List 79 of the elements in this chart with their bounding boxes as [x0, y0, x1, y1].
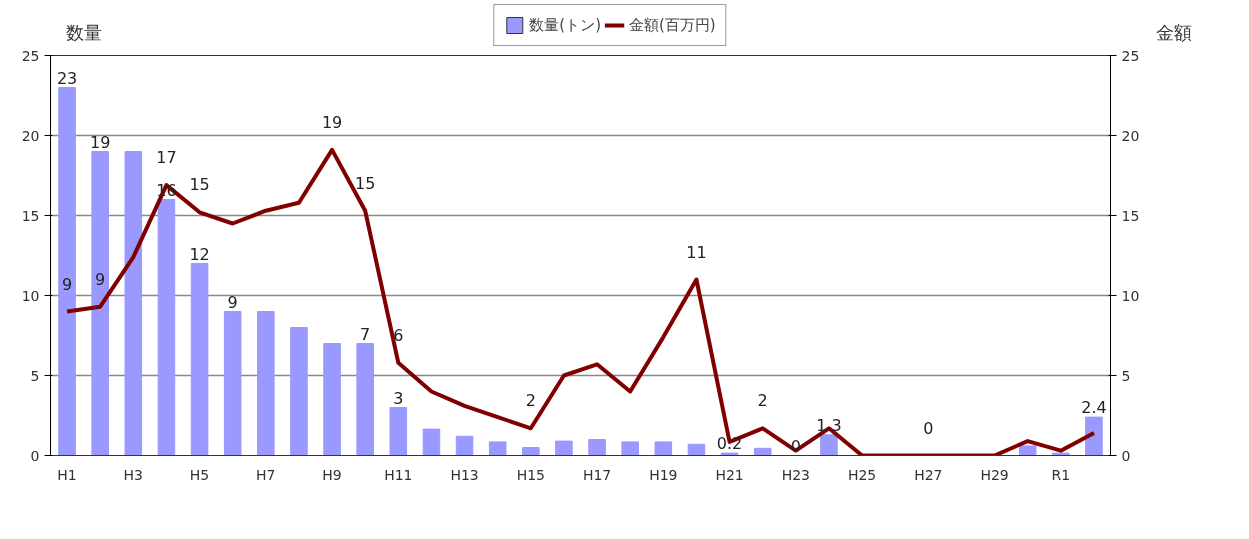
- bar: [257, 311, 275, 456]
- data-label: 9: [95, 269, 106, 289]
- y-tick-label: 25: [21, 47, 40, 64]
- bar: [356, 343, 374, 456]
- y-tick-label: 20: [21, 127, 40, 144]
- data-label: 9: [227, 292, 238, 312]
- bar: [124, 151, 143, 456]
- bar: [654, 441, 673, 456]
- legend-label: 金額(百万円): [629, 15, 716, 35]
- bar: [389, 407, 408, 456]
- bar: [58, 87, 76, 456]
- bar: [588, 439, 606, 456]
- y2-tick-label: 5: [1121, 367, 1131, 384]
- data-label: 17: [156, 148, 177, 168]
- bar: [190, 263, 209, 456]
- x-tick-label: H15: [516, 466, 545, 483]
- bar: [1052, 452, 1070, 456]
- x-tick-label: H19: [649, 466, 678, 483]
- data-label: 23: [56, 68, 78, 88]
- data-label: 12: [189, 244, 210, 264]
- legend-label: 数量(トン): [529, 15, 601, 35]
- bar: [488, 441, 507, 456]
- x-tick-label: H23: [781, 466, 810, 483]
- bar: [323, 343, 341, 456]
- y2-tick-label: 25: [1121, 47, 1140, 64]
- x-tick-label: H21: [715, 466, 744, 483]
- bar: [522, 447, 540, 456]
- y-tick-label: 10: [21, 287, 40, 304]
- bar: [455, 435, 474, 456]
- bar: [820, 434, 838, 456]
- y2-tick-label: 0: [1121, 447, 1131, 464]
- data-label: 0: [923, 418, 934, 438]
- data-label: 7: [360, 324, 371, 344]
- x-tick-label: R1: [1051, 466, 1071, 483]
- data-label: 15: [189, 175, 210, 195]
- data-label: 1.3: [816, 415, 842, 435]
- y-tick-label: 0: [30, 447, 40, 464]
- bar: [720, 452, 739, 456]
- y2-tick-label: 10: [1121, 287, 1140, 304]
- data-label: 2: [757, 391, 768, 411]
- bar: [753, 447, 772, 456]
- y2-axis-title: 金額: [1155, 21, 1192, 43]
- x-tick-label: H25: [847, 466, 877, 483]
- x-tick-label: H27: [914, 466, 943, 483]
- x-tick-label: H5: [189, 466, 210, 483]
- bar: [157, 199, 176, 456]
- y-tick-label: 15: [21, 207, 40, 224]
- bar: [1085, 416, 1103, 456]
- data-label: 15: [355, 173, 376, 193]
- data-label: 3: [393, 388, 404, 408]
- data-label: 2: [525, 391, 536, 411]
- bar: [422, 428, 441, 456]
- bar: [91, 151, 109, 456]
- x-tick-label: H13: [450, 466, 479, 483]
- data-label: 19: [321, 112, 343, 132]
- y2-tick-label: 20: [1121, 127, 1140, 144]
- bar: [687, 443, 706, 456]
- x-tick-label: H1: [57, 466, 77, 483]
- bar: [1018, 445, 1037, 456]
- data-label: 19: [90, 132, 111, 152]
- data-label: 16: [156, 180, 177, 200]
- y2-tick-label: 15: [1121, 207, 1140, 224]
- x-tick-label: H11: [384, 466, 413, 483]
- data-label: 2.4: [1081, 398, 1107, 418]
- x-tick-label: H9: [322, 466, 342, 483]
- x-tick-label: H17: [582, 466, 612, 483]
- bar: [223, 311, 242, 456]
- bar: [555, 440, 573, 456]
- x-tick-label: H29: [980, 466, 1009, 483]
- bar: [621, 441, 639, 456]
- bar: [290, 327, 308, 456]
- data-label: 6: [393, 325, 404, 345]
- y-tick-label: 5: [30, 367, 40, 384]
- y-axis-title: 数量: [65, 21, 102, 43]
- data-label: 0.2: [716, 434, 743, 454]
- x-tick-label: H3: [123, 466, 144, 483]
- data-label: 9: [61, 274, 73, 294]
- data-label: 11: [686, 242, 707, 262]
- x-tick-label: H7: [256, 466, 276, 483]
